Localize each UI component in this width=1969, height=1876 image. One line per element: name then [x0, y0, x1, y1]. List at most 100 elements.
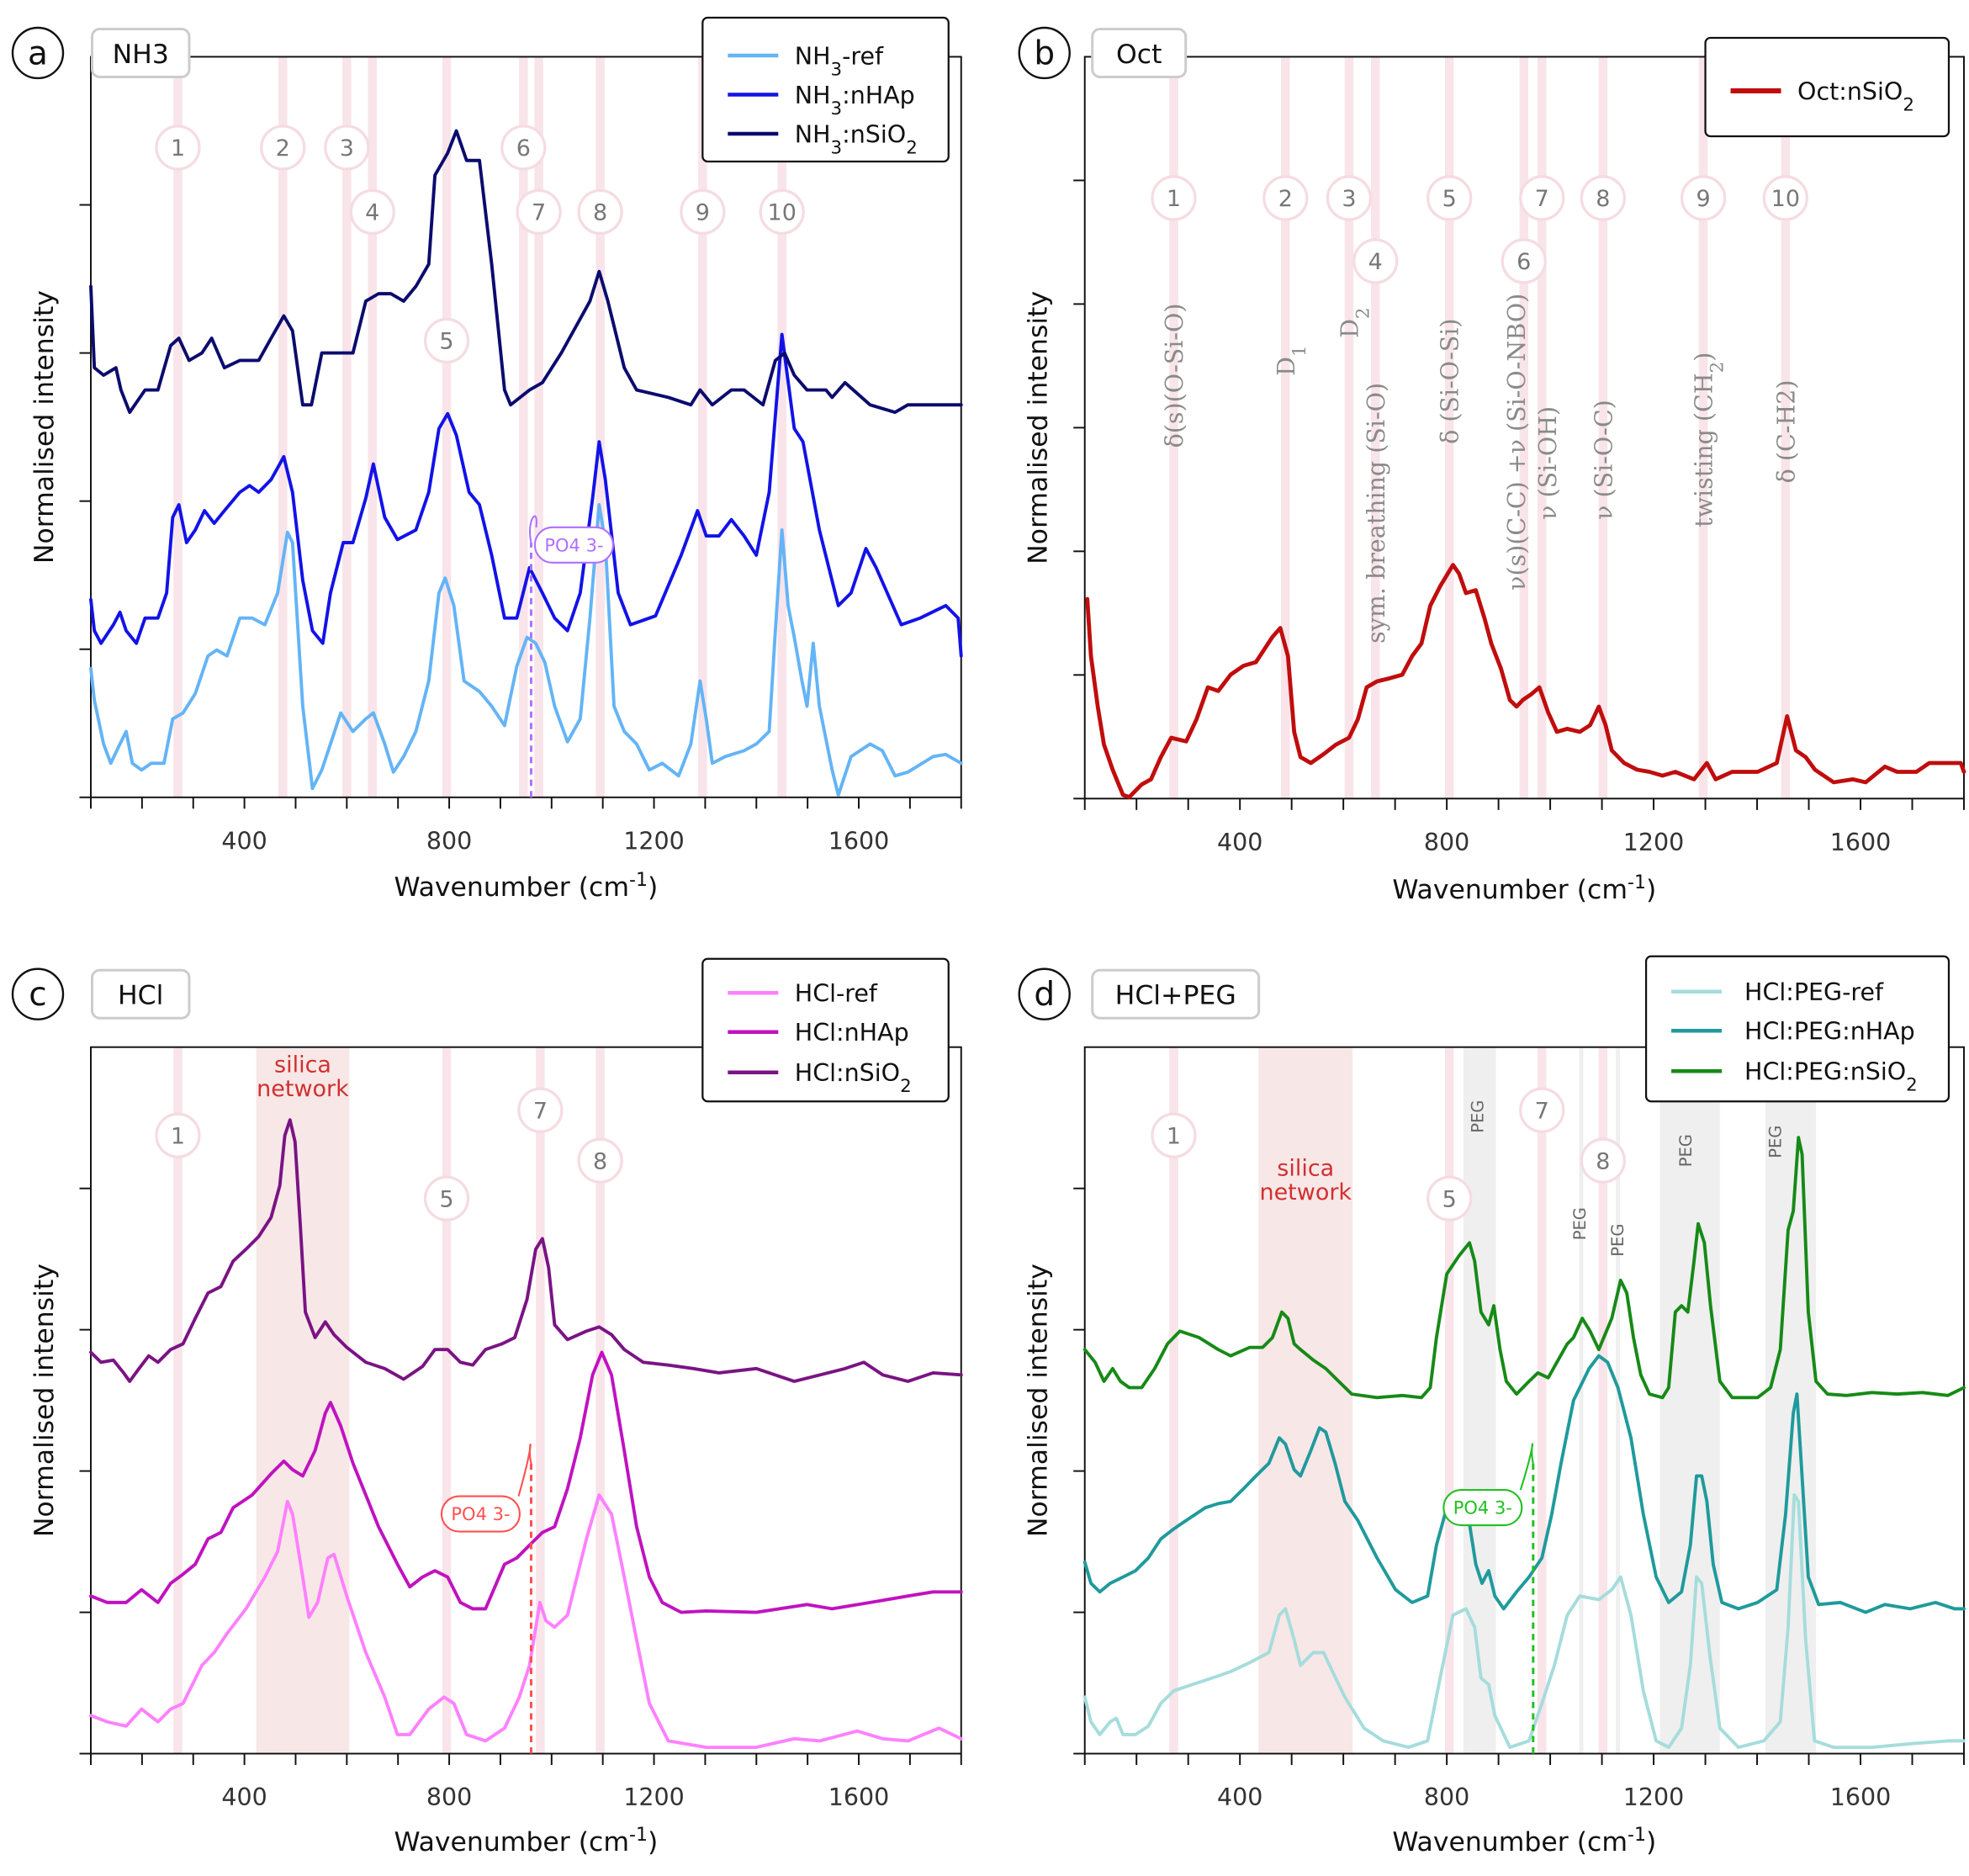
reference-band — [1444, 1047, 1454, 1754]
series-line-nh3-nsio2 — [89, 129, 963, 415]
reference-band — [1598, 1047, 1608, 1754]
band-marker-circle — [1426, 1175, 1473, 1222]
series-line-oct-nsio2 — [1085, 563, 1966, 799]
band-marker-number: 2 — [276, 135, 290, 162]
legend-item: HCl:nHAp — [728, 1019, 909, 1047]
panel-letter-circle — [11, 967, 65, 1020]
reference-band — [1169, 56, 1178, 799]
reference-band — [278, 56, 288, 798]
band-marker-circle — [1580, 175, 1626, 221]
x-tick-label: 800 — [1424, 1783, 1469, 1811]
band-marker-number: 6 — [516, 135, 531, 162]
reference-band — [534, 56, 543, 798]
band-assignment-label: ν(s)(C-C) +ν (Si-O-NBO) — [1503, 294, 1531, 591]
band-assignment-label: D2 — [1336, 307, 1374, 337]
reference-band — [595, 1047, 605, 1754]
series-line-hcl-nsio2 — [89, 1118, 963, 1383]
band-marker-circle — [423, 317, 470, 364]
panel-b: 400 800 1200 1600 Wavenumber (cm-1) Normalise… — [1018, 26, 1966, 905]
band-assignment-label: twisting (CH2) — [1691, 352, 1728, 527]
phosphate-arrow-icon — [517, 1444, 532, 1497]
peg-label: PEG — [1608, 1224, 1628, 1257]
legend-label: HCl:PEG-ref — [1744, 978, 1884, 1006]
x-tick-label: 1600 — [828, 827, 890, 855]
band-marker-number: 5 — [1442, 1186, 1457, 1212]
band-marker-number: 8 — [593, 1148, 607, 1174]
peg-label: PEG — [1570, 1207, 1590, 1240]
band-marker-number: 8 — [1596, 186, 1610, 212]
y-axis-title: Normalised intensity — [1024, 1264, 1054, 1537]
reference-band — [1444, 56, 1454, 799]
condition-tag: HCl — [118, 981, 163, 1011]
band-marker: 2 — [1262, 175, 1309, 221]
band-marker: 5 — [423, 317, 470, 364]
series-line-hcl-peg-ref — [1082, 1493, 1966, 1749]
band-marker: 7 — [516, 188, 562, 236]
band-assignment-label: δ (Si-O-Si) — [1437, 319, 1464, 444]
band-marker: 6 — [500, 125, 547, 171]
reference-band — [1281, 56, 1290, 799]
band-marker: 10 — [759, 188, 805, 236]
peg-region — [1659, 1047, 1720, 1754]
x-tick-label: 800 — [1424, 829, 1469, 856]
panel-letter: b — [1034, 34, 1055, 72]
band-marker-circle — [1326, 175, 1373, 221]
band-marker-circle — [349, 188, 395, 236]
reference-band — [1781, 56, 1791, 799]
band-marker-number: 4 — [365, 200, 379, 226]
plot-frame — [90, 56, 962, 798]
band-marker: 3 — [1326, 175, 1373, 221]
phosphate-label-box — [440, 1495, 521, 1533]
y-axis-title: Normalised intensity — [1024, 291, 1054, 564]
reference-band — [1344, 56, 1354, 799]
silica-network-region — [256, 1047, 350, 1754]
x-tick-label: 1200 — [623, 1783, 685, 1811]
band-marker-circle — [1151, 1112, 1197, 1158]
band-marker-number: 1 — [171, 1123, 185, 1149]
panel-letter-circle — [11, 26, 65, 80]
phosphate-label-box — [533, 526, 614, 564]
band-marker-circle — [500, 125, 547, 171]
reference-band — [595, 56, 605, 798]
band-marker-number: 10 — [1771, 186, 1800, 212]
x-axis-title: Wavenumber (cm-1) — [1392, 872, 1656, 905]
reference-band — [342, 56, 352, 798]
panel-letter: c — [29, 976, 46, 1014]
band-marker-circle — [1762, 175, 1809, 221]
band-marker-circle — [759, 188, 805, 236]
y-axis-title: Normalised intensity — [29, 1264, 60, 1537]
band-assignment-label: ν (Si-OH) — [1534, 406, 1562, 520]
x-axis-title: Wavenumber (cm-1) — [394, 1825, 658, 1858]
band-marker: 1 — [155, 1112, 201, 1158]
band-marker-number: 6 — [1516, 249, 1531, 275]
band-marker-number: 7 — [533, 1098, 548, 1124]
silica-network-region — [1258, 1047, 1353, 1754]
x-tick-label: 400 — [221, 827, 267, 855]
legend-item: HCl:PEG-ref — [1671, 978, 1884, 1006]
plot-frame — [1083, 1046, 1965, 1755]
panel-c: silica network 400 800 1200 1600 Wavenumber (c… — [11, 957, 963, 1858]
band-marker: 5 — [1426, 1175, 1473, 1222]
x-tick-label: 1600 — [1830, 829, 1892, 856]
legend: Oct:nSiO2 — [1704, 36, 1950, 138]
series-line-hcl-nhap — [89, 1350, 963, 1614]
reference-band — [1598, 56, 1608, 799]
legend-item: HCl:PEG:nHAp — [1671, 1018, 1915, 1046]
phosphate-label: PO4 3- — [1453, 1498, 1512, 1518]
band-marker: 1 — [155, 125, 201, 171]
condition-tag: Oct — [1116, 40, 1162, 70]
band-marker-circle — [680, 188, 726, 236]
band-marker-number: 5 — [439, 1186, 453, 1212]
legend-item: HCl-ref — [728, 980, 878, 1008]
band-marker: 5 — [423, 1175, 470, 1222]
x-axis-title: Wavenumber (cm-1) — [1392, 1825, 1656, 1858]
reference-band — [442, 56, 452, 798]
band-marker-number: 1 — [171, 135, 185, 162]
legend-label: HCl-ref — [795, 980, 878, 1008]
reference-band — [1519, 56, 1528, 799]
band-marker-circle — [1262, 175, 1309, 221]
band-marker-number: 9 — [1696, 186, 1711, 212]
band-assignment-label: δ(s)(O-Si-O) — [1161, 304, 1188, 448]
